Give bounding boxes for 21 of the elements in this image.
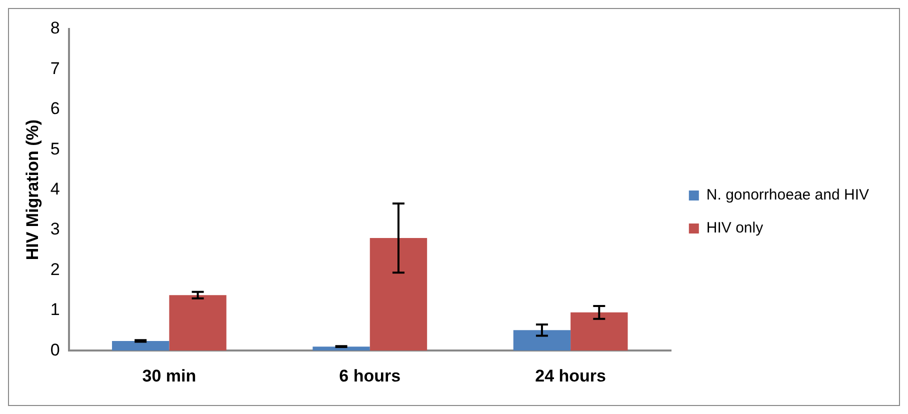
y-tick-label: 8 xyxy=(50,18,60,38)
bar xyxy=(513,330,571,351)
y-tick-label: 1 xyxy=(50,300,60,320)
y-tick-label: 5 xyxy=(50,139,60,158)
y-tick-label: 2 xyxy=(50,260,60,279)
y-axis-title: HIV Migration (%) xyxy=(22,119,42,260)
legend-label: HIV only xyxy=(706,220,764,237)
y-tick-label: 0 xyxy=(50,340,60,360)
legend-label: N. gonorrhoeae and HIV xyxy=(706,186,870,204)
y-tick-label: 4 xyxy=(50,179,60,198)
bar xyxy=(169,295,226,351)
y-tick-label: 7 xyxy=(50,58,60,78)
bar xyxy=(312,346,370,351)
bar xyxy=(570,312,628,351)
y-tick-label: 3 xyxy=(50,220,60,239)
y-tick-label: 6 xyxy=(50,99,60,118)
bar xyxy=(112,340,170,351)
x-tick-label: 24 hours xyxy=(535,366,606,386)
x-tick-label: 30 min xyxy=(142,366,196,386)
x-tick-label: 6 hours xyxy=(339,366,401,386)
bar xyxy=(370,238,428,351)
